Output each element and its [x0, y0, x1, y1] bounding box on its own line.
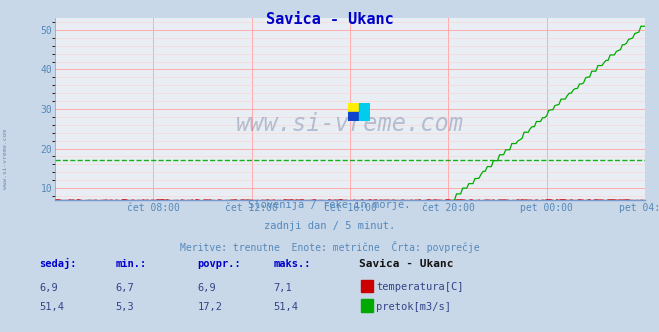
Text: www.si-vreme.com: www.si-vreme.com [3, 129, 8, 189]
Text: Savica - Ukanc: Savica - Ukanc [266, 12, 393, 27]
Text: maks.:: maks.: [273, 259, 311, 269]
Text: 17,2: 17,2 [198, 302, 223, 312]
Text: 51,4: 51,4 [40, 302, 65, 312]
Text: Slovenija / reke in morje.: Slovenija / reke in morje. [248, 200, 411, 209]
Bar [348, 112, 358, 121]
Text: min.:: min.: [115, 259, 146, 269]
Text: zadnji dan / 5 minut.: zadnji dan / 5 minut. [264, 221, 395, 231]
Text: 51,4: 51,4 [273, 302, 299, 312]
Text: pretok[m3/s]: pretok[m3/s] [376, 302, 451, 312]
Text: Savica - Ukanc: Savica - Ukanc [359, 259, 453, 269]
Bar [358, 103, 370, 112]
Text: www.si-vreme.com: www.si-vreme.com [236, 112, 464, 135]
Text: povpr.:: povpr.: [198, 259, 241, 269]
Text: sedaj:: sedaj: [40, 258, 77, 269]
Text: 7,1: 7,1 [273, 283, 292, 292]
Bar [358, 112, 370, 121]
Text: temperatura[C]: temperatura[C] [376, 283, 464, 292]
Text: 6,9: 6,9 [40, 283, 58, 292]
Text: 6,9: 6,9 [198, 283, 216, 292]
Bar [348, 103, 358, 112]
Text: 6,7: 6,7 [115, 283, 134, 292]
Text: 5,3: 5,3 [115, 302, 134, 312]
Text: Meritve: trenutne  Enote: metrične  Črta: povprečje: Meritve: trenutne Enote: metrične Črta: … [180, 241, 479, 253]
